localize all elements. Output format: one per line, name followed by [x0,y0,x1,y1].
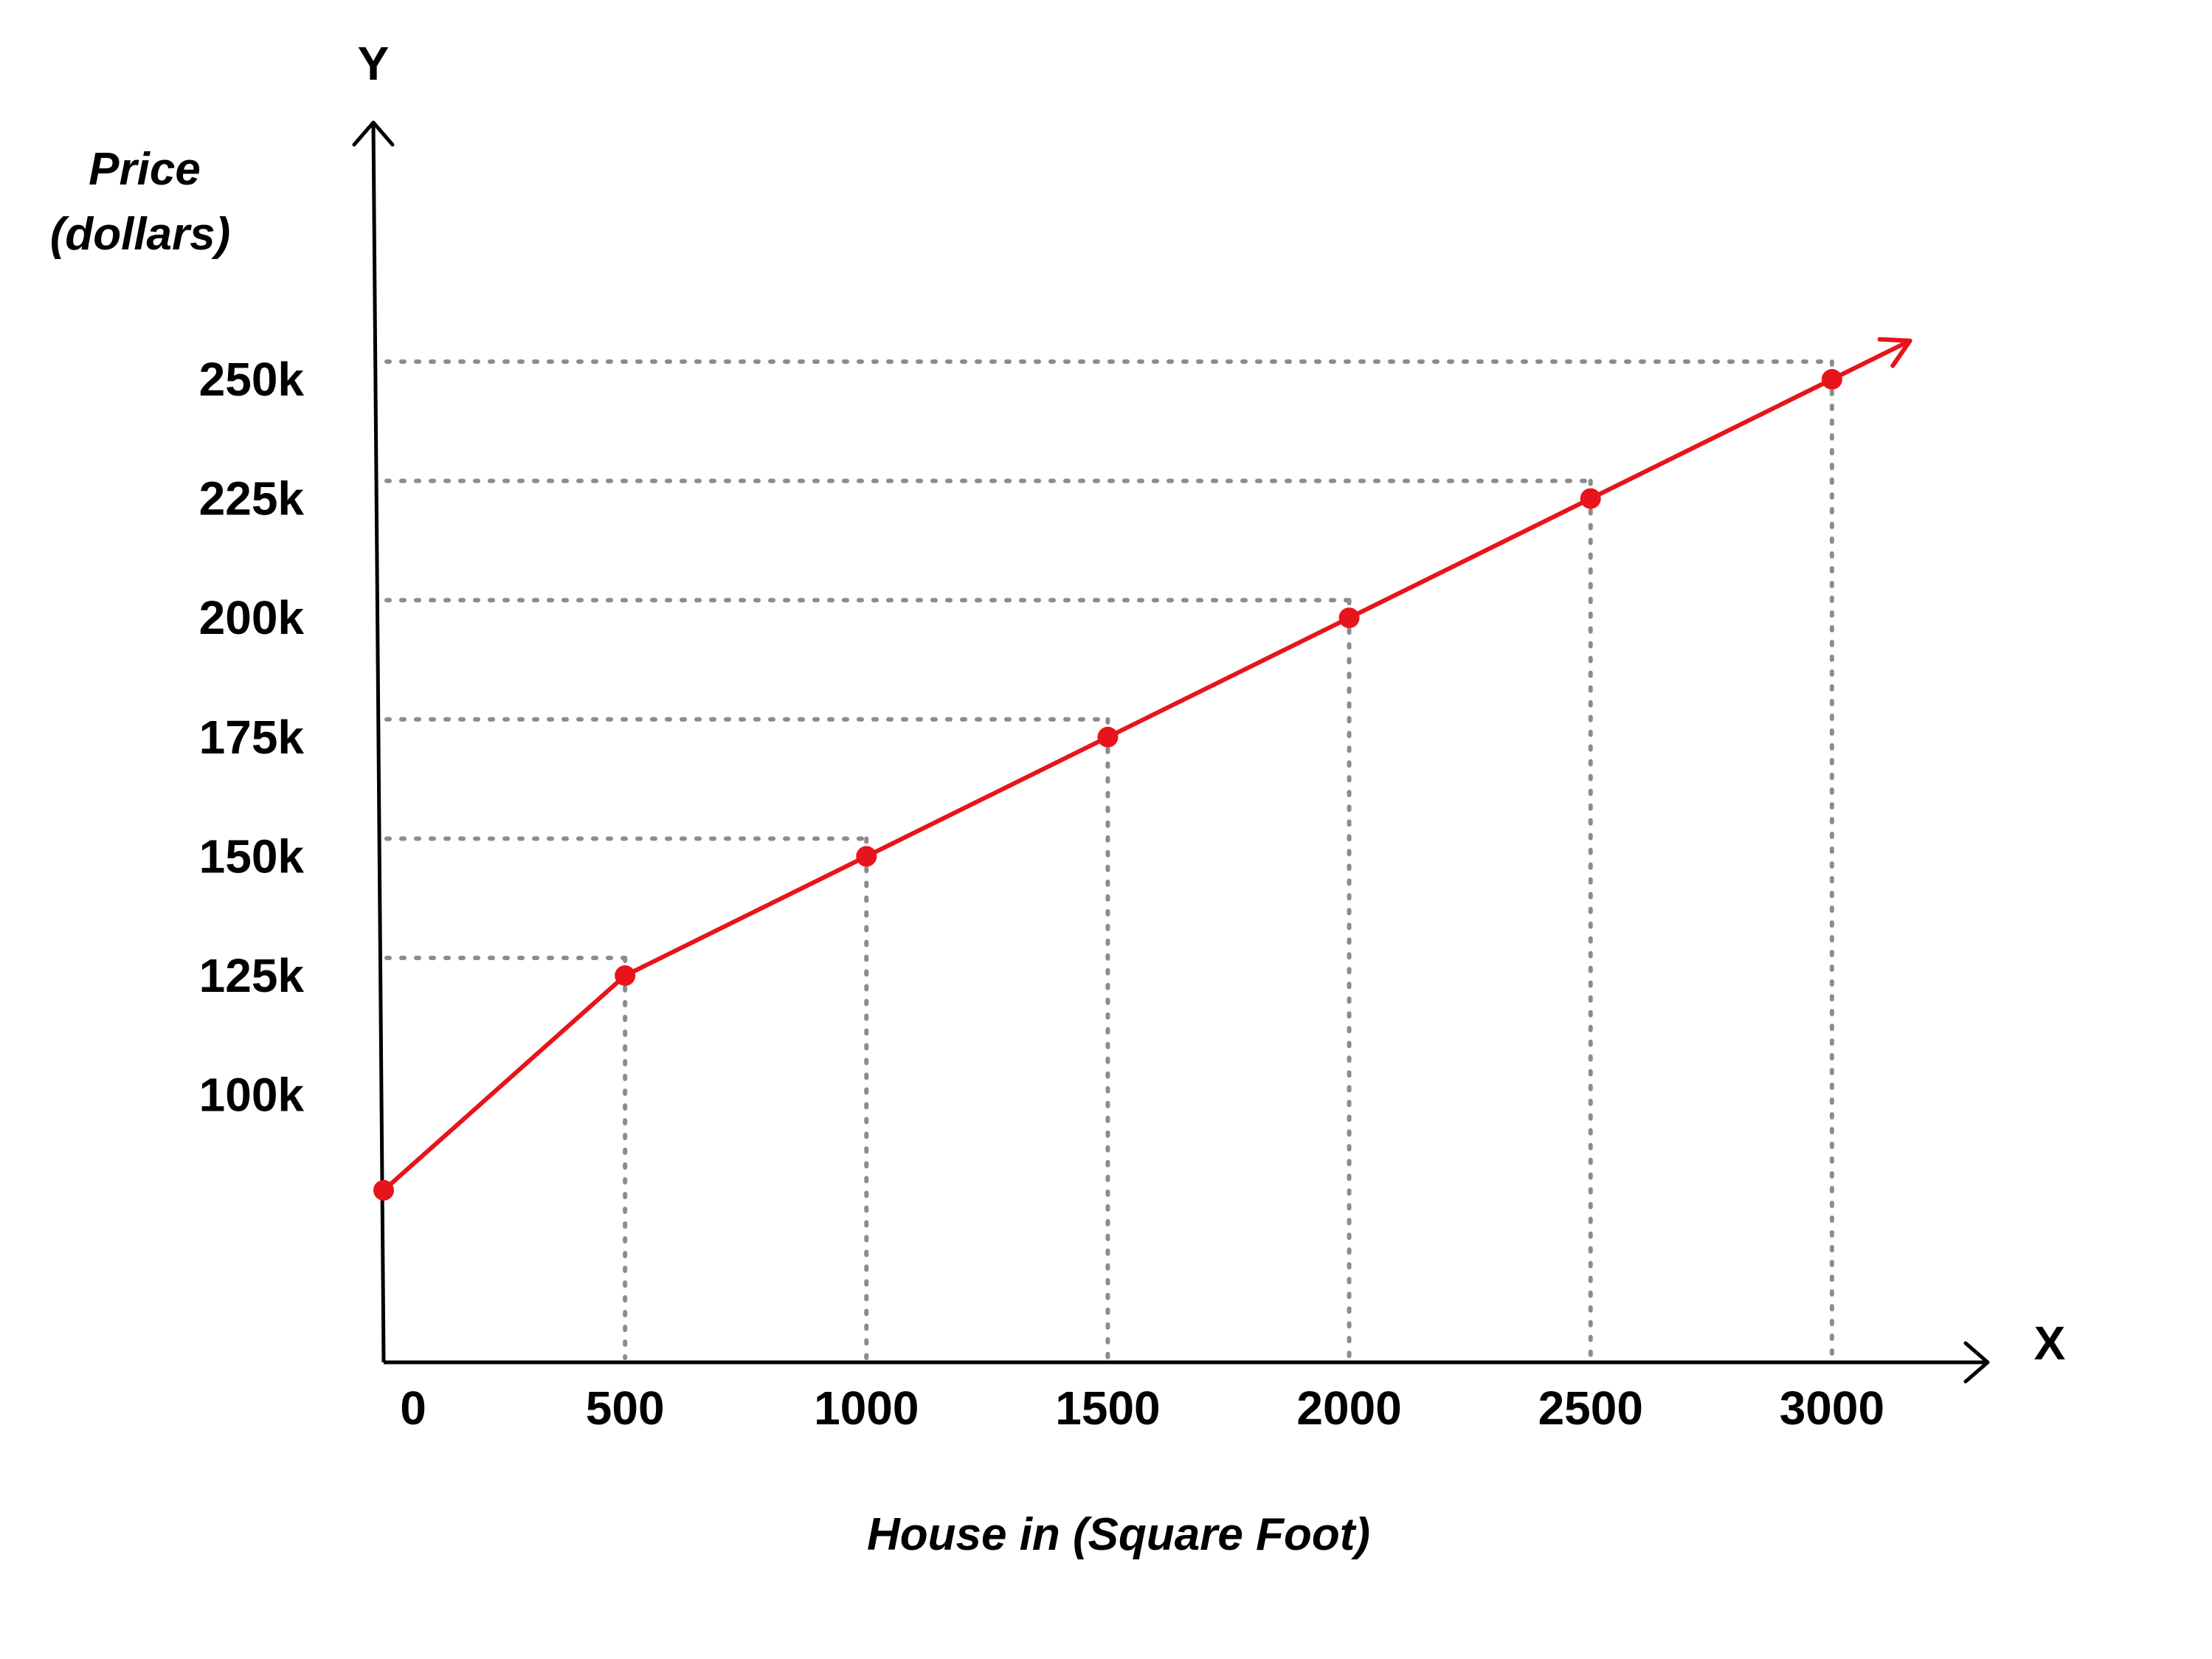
x-axis-arrowhead [1963,1341,1990,1384]
data-point [615,965,636,986]
x-tick-label: 2500 [1538,1382,1643,1435]
series-layer [373,337,1912,1201]
y-axis-title-line-1: Price [89,144,201,195]
data-point [1097,726,1119,748]
x-tick-labels: 0 500 1000 1500 2000 2500 3000 [400,1382,1884,1435]
x-axis-title: House in (Square Foot) [867,1509,1370,1560]
series-line [382,339,1912,1193]
data-point [1338,607,1360,629]
axes [352,120,1990,1384]
data-point [1821,369,1842,390]
y-tick-label: 175k [199,711,305,764]
y-tick-label: 100k [199,1069,305,1122]
data-point [856,846,877,867]
y-axis-line [371,122,386,1363]
x-tick-label: 2000 [1296,1382,1401,1435]
guide-lines [384,359,1834,1360]
y-tick-label: 225k [199,472,305,525]
y-axis-arrowhead [352,120,395,147]
x-tick-label: 0 [400,1382,426,1435]
y-axis-title-line-2: (dollars) [50,209,231,260]
x-tick-label: 1500 [1055,1382,1160,1435]
series-arrowhead [1877,337,1912,368]
data-point [373,1179,394,1201]
y-tick-label: 200k [199,591,305,644]
x-axis-letter: X [2034,1317,2066,1370]
y-tick-label: 250k [199,353,305,406]
data-point [1580,488,1601,509]
x-tick-label: 3000 [1780,1382,1884,1435]
x-tick-label: 500 [586,1382,665,1435]
y-tick-labels: 100k 125k 150k 175k 200k 225k 250k [199,353,305,1122]
y-tick-label: 150k [199,830,305,883]
x-tick-label: 1000 [814,1382,919,1435]
y-tick-label: 125k [199,949,305,1002]
labels-layer: Y X Price (dollars) House in (Square Foo… [50,37,2066,1560]
y-axis-letter: Y [358,37,390,90]
